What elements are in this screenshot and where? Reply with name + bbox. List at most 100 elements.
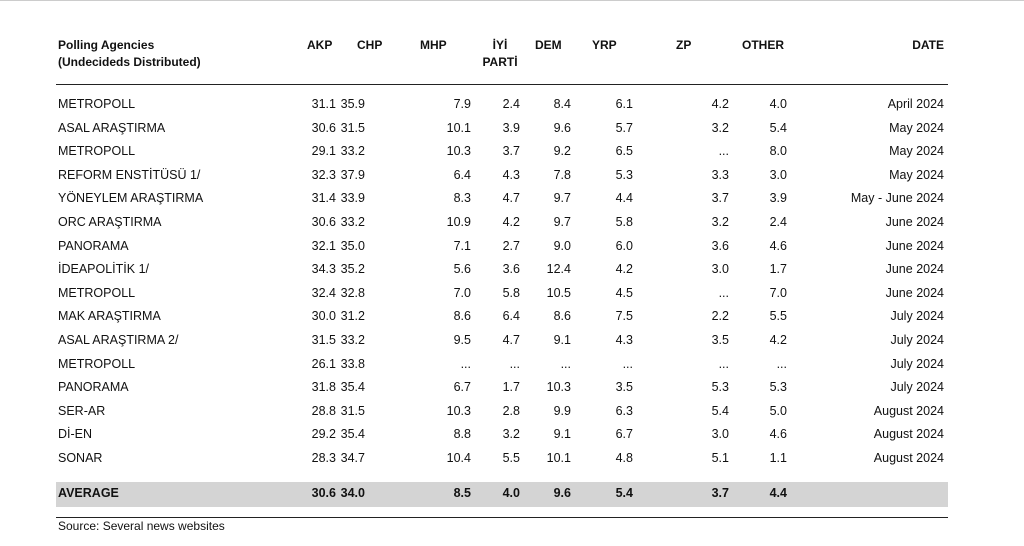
table-cell: 8.6: [553, 309, 571, 324]
table-cell: 1.1: [769, 451, 787, 465]
table-cell: 5.1: [711, 451, 729, 465]
table-cell: 4.6: [769, 238, 787, 253]
column-header: ZP: [676, 38, 692, 52]
agency-name: METROPOLL: [58, 144, 136, 159]
table-cell: 8.8: [453, 427, 471, 442]
column-header: MHP: [420, 38, 447, 52]
table-cell: 2.4: [769, 215, 787, 229]
average-cell: 4.4: [769, 486, 787, 500]
table-cell: 4.3: [615, 333, 633, 347]
table-cell: 3.2: [711, 120, 729, 135]
table-cell: 3.5: [711, 333, 729, 347]
table-cell: August 2024: [873, 427, 944, 442]
table-cell: 32.4: [311, 285, 336, 300]
table-cell: 5.8: [502, 285, 520, 300]
table-cell: 31.4: [311, 191, 336, 206]
table-cell: 3.9: [769, 191, 787, 206]
table-cell: June 2024: [885, 285, 944, 300]
table-cell: 31.2: [340, 309, 365, 324]
table-cell: 4.2: [615, 262, 633, 277]
table-cell: 3.0: [711, 427, 729, 442]
table-cell: 6.0: [615, 238, 633, 253]
table-cell: 4.7: [502, 333, 520, 347]
table-cell: May - June 2024: [850, 191, 944, 206]
table-cell: 9.6: [553, 120, 571, 135]
table-cell: 10.3: [446, 144, 471, 159]
table-cell: 7.0: [453, 285, 471, 300]
table-cell: ...: [776, 356, 787, 371]
table-cell: 35.9: [340, 97, 365, 111]
table-cell: 5.7: [615, 120, 633, 135]
table-cell: ...: [509, 356, 520, 371]
average-cell: 8.5: [453, 486, 471, 500]
table-cell: 5.3: [769, 380, 787, 395]
table-cell: 32.8: [340, 285, 365, 300]
table-cell: 6.7: [615, 427, 633, 442]
table-cell: 3.2: [711, 215, 729, 229]
table-cell: June 2024: [885, 262, 944, 277]
table-cell: 2.8: [502, 403, 520, 418]
table-cell: August 2024: [873, 403, 944, 418]
table-cell: 32.3: [311, 167, 336, 182]
table-cell: 9.1: [553, 333, 571, 347]
table-cell: 31.5: [340, 403, 365, 418]
agency-name: PANORAMA: [58, 380, 129, 395]
column-header: PARTİ: [482, 55, 518, 69]
table-cell: 5.6: [453, 262, 471, 277]
table-cell: 30.0: [311, 309, 336, 324]
table-cell: 3.7: [711, 191, 729, 206]
table-cell: July 2024: [890, 380, 944, 395]
table-cell: 7.1: [453, 238, 471, 253]
agency-name: METROPOLL: [58, 285, 136, 300]
table-cell: 5.3: [711, 380, 729, 395]
table-cell: 2.2: [711, 309, 729, 324]
table-cell: 1.7: [502, 380, 520, 395]
table-cell: 6.4: [502, 309, 520, 324]
table-cell: 5.0: [769, 403, 787, 418]
table-cell: 8.4: [553, 97, 571, 111]
table-cell: 35.0: [340, 238, 365, 253]
table-cell: 5.8: [615, 215, 633, 229]
table-cell: 5.5: [502, 451, 520, 465]
table-cell: 30.6: [311, 215, 336, 229]
table-cell: June 2024: [885, 238, 944, 253]
average-cell: 4.0: [502, 486, 520, 500]
table-cell: 7.8: [553, 167, 571, 182]
table-cell: 33.9: [340, 191, 365, 206]
agency-name: METROPOLL: [58, 97, 136, 111]
table-cell: ...: [560, 356, 571, 371]
table-cell: July 2024: [890, 333, 944, 347]
agency-name: PANORAMA: [58, 238, 129, 253]
table-cell: 3.0: [769, 167, 787, 182]
agency-name: ASAL ARAŞTIRMA 2/: [58, 333, 179, 347]
column-header: DEM: [535, 38, 562, 52]
table-cell: 35.4: [340, 427, 365, 442]
table-cell: 3.2: [502, 427, 520, 442]
table-cell: 8.0: [769, 144, 787, 159]
table-cell: 35.2: [340, 262, 365, 277]
table-cell: 9.9: [553, 403, 571, 418]
table-cell: 7.9: [453, 97, 471, 111]
table-cell: 9.7: [553, 191, 571, 206]
table-cell: 10.1: [446, 120, 471, 135]
agency-name: SER-AR: [58, 403, 106, 418]
table-cell: 33.2: [340, 215, 365, 229]
table-cell: 37.9: [340, 167, 365, 182]
column-header: Polling Agencies: [58, 38, 155, 52]
table-cell: 10.4: [446, 451, 471, 465]
average-cell: 34.0: [340, 486, 365, 500]
table-cell: 2.4: [502, 97, 520, 111]
table-cell: 33.8: [340, 356, 365, 371]
table-cell: 3.6: [502, 262, 520, 277]
table-cell: July 2024: [890, 356, 944, 371]
table-cell: 5.4: [769, 120, 787, 135]
table-cell: 4.8: [615, 451, 633, 465]
table-cell: 31.5: [311, 333, 336, 347]
table-cell: ...: [718, 144, 729, 159]
table-cell: 29.1: [311, 144, 336, 159]
average-cell: 3.7: [711, 486, 729, 500]
bottom-rule: [56, 517, 948, 518]
table-cell: May 2024: [889, 144, 944, 159]
agency-name: YÖNEYLEM ARAŞTIRMA: [58, 191, 204, 206]
